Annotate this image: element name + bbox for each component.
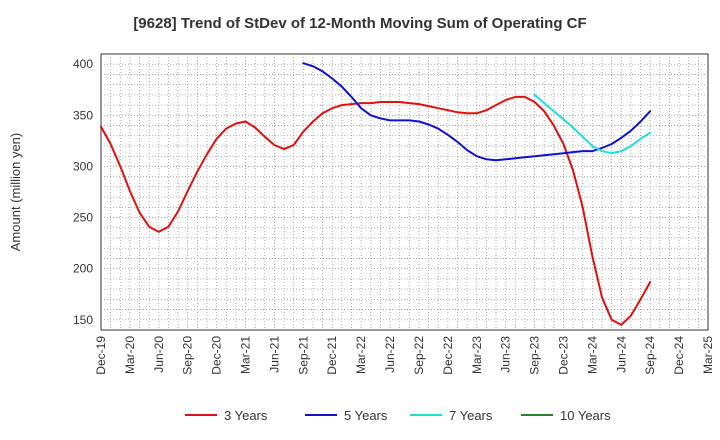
x-tick-label: Dec-19 [94, 336, 108, 375]
x-tick-label: Dec-21 [325, 336, 339, 375]
x-tick-label: Sep-23 [528, 336, 542, 375]
series-line-7-years [533, 93, 652, 155]
series-lines [100, 62, 652, 326]
x-tick-label: Jun-22 [383, 336, 397, 373]
legend-label-3-years: 3 Years [224, 408, 268, 423]
legend-label-7-years: 7 Years [449, 408, 493, 423]
x-tick-label: Dec-20 [210, 336, 224, 375]
x-tick-label: Mar-22 [354, 336, 368, 374]
x-tick-label: Dec-22 [441, 336, 455, 375]
x-tick-label: Jun-21 [267, 336, 281, 373]
x-tick-label: Sep-24 [643, 336, 657, 375]
legend: 3 Years 5 Years 7 Years 10 Years [185, 408, 611, 423]
y-axis-ticks: 150 200 250 300 350 400 [73, 57, 93, 327]
x-tick-label: Sep-22 [412, 336, 426, 375]
x-tick-label: Dec-24 [672, 336, 686, 375]
x-tick-label: Mar-20 [123, 336, 137, 374]
y-tick-label: 400 [73, 57, 93, 71]
grid [101, 54, 708, 330]
y-tick-label: 150 [73, 313, 93, 327]
y-tick-label: 300 [73, 159, 93, 173]
x-tick-label: Sep-20 [181, 336, 195, 375]
x-tick-label: Mar-25 [701, 336, 715, 374]
chart-title: [9628] Trend of StDev of 12-Month Moving… [133, 15, 586, 32]
x-tick-label: Dec-23 [556, 336, 570, 375]
x-axis-ticks: Dec-19 Mar-20 Jun-20 Sep-20 Dec-20 Mar-21 Jun-… [94, 336, 715, 375]
y-tick-label: 250 [73, 211, 93, 225]
x-tick-label: Mar-24 [585, 336, 599, 374]
legend-label-10-years: 10 Years [560, 408, 611, 423]
x-tick-label: Jun-23 [499, 336, 513, 373]
x-tick-label: Mar-23 [470, 336, 484, 374]
series-line-3-years [100, 95, 652, 326]
x-tick-label: Jun-20 [152, 336, 166, 373]
y-axis-title: Amount (million yen) [8, 133, 23, 252]
series-line-5-years [302, 62, 652, 162]
legend-label-5-years: 5 Years [344, 408, 388, 423]
x-tick-label: Mar-21 [239, 336, 253, 374]
y-tick-label: 350 [73, 108, 93, 122]
x-tick-label: Sep-21 [296, 336, 310, 375]
x-tick-label: Jun-24 [614, 336, 628, 373]
plot-area [100, 53, 709, 331]
y-tick-label: 200 [73, 262, 93, 276]
